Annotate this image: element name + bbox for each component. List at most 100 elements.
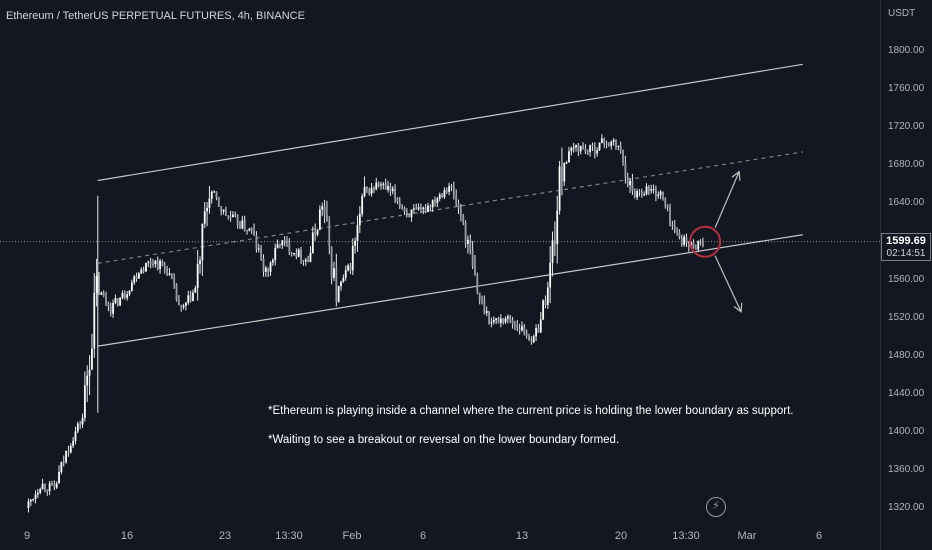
price-tick: 1760.00 xyxy=(888,83,925,95)
candle-body xyxy=(241,220,244,229)
candle-body xyxy=(469,239,472,251)
candle-body xyxy=(431,200,434,208)
candle-body xyxy=(62,461,65,463)
candle-body xyxy=(269,262,272,272)
candle-body xyxy=(187,295,190,303)
candle-body xyxy=(173,278,176,284)
candle-body xyxy=(107,302,110,307)
candle-body xyxy=(34,494,37,499)
candle-body xyxy=(572,147,575,149)
candle-body xyxy=(570,147,573,152)
candle-body xyxy=(189,295,192,302)
candle-body xyxy=(255,235,258,249)
candle-body xyxy=(556,210,559,245)
candle-body xyxy=(391,188,394,192)
candle-body xyxy=(401,206,404,208)
candle-body xyxy=(286,241,288,244)
candle-body xyxy=(568,151,570,163)
candle-body xyxy=(640,191,643,195)
candle-body xyxy=(434,200,436,203)
candle-body xyxy=(213,191,216,193)
candle-body xyxy=(109,306,112,314)
candle-body xyxy=(74,431,77,441)
candle-body xyxy=(39,489,42,493)
candle-body xyxy=(443,190,446,198)
candle-body xyxy=(424,207,427,212)
candle-body xyxy=(377,182,380,186)
candle-body xyxy=(530,340,533,343)
candle-body xyxy=(652,188,655,190)
candle-body xyxy=(633,190,636,198)
candle-body xyxy=(222,209,225,212)
candle-body xyxy=(220,206,223,212)
price-tick: 1440.00 xyxy=(888,387,925,399)
time-axis[interactable]: 9 16 23 13:30 Feb 6 13 20 13:30 Mar 6 xyxy=(24,530,822,542)
candle-body xyxy=(46,489,49,492)
candle-body xyxy=(274,247,277,261)
symbol-title[interactable]: Ethereum / TetherUS PERPETUAL FUTURES, 4… xyxy=(6,10,305,22)
candle-body xyxy=(694,248,697,250)
candle-body xyxy=(130,282,133,291)
candle-body xyxy=(467,239,469,245)
candle-body xyxy=(575,144,577,148)
candle-body xyxy=(436,198,439,203)
candle-body xyxy=(316,229,319,235)
candle-body xyxy=(361,196,364,214)
candle-body xyxy=(236,215,239,226)
candle-body xyxy=(60,461,63,472)
candle-body xyxy=(596,150,599,154)
candle-body xyxy=(206,207,208,212)
candle-body xyxy=(192,292,194,302)
candle-body xyxy=(521,326,523,331)
breakout-arrow-head xyxy=(731,170,741,181)
price-tick: 1720.00 xyxy=(888,121,925,133)
candle-body xyxy=(394,188,396,199)
lightning-icon[interactable]: ⚡ xyxy=(706,497,726,517)
candle-body xyxy=(415,208,418,210)
candle-body xyxy=(135,276,138,279)
candle-body xyxy=(32,498,35,500)
candle-body xyxy=(199,260,201,264)
candle-body xyxy=(93,292,96,349)
candle-body xyxy=(450,185,453,188)
candle-body xyxy=(612,139,615,142)
candle-body xyxy=(398,201,401,207)
candle-body xyxy=(128,290,131,295)
candle-body xyxy=(83,385,86,418)
time-tick: 13:30 xyxy=(275,530,303,542)
price-tick: 1520.00 xyxy=(888,311,925,323)
candle-body xyxy=(514,324,516,326)
price-axis[interactable] xyxy=(880,0,932,550)
candle-body xyxy=(497,318,500,324)
candle-body xyxy=(102,292,105,297)
candle-body xyxy=(318,209,321,230)
candle-body xyxy=(159,260,161,269)
candle-body xyxy=(650,189,653,191)
candle-body xyxy=(546,287,549,305)
candle-body xyxy=(262,258,265,272)
candle-body xyxy=(44,483,46,490)
candle-body xyxy=(591,145,594,147)
candle-body xyxy=(321,206,324,210)
time-tick: 6 xyxy=(816,530,822,542)
candle-body xyxy=(506,316,509,319)
candle-body xyxy=(271,260,274,263)
candles-group xyxy=(27,134,704,513)
candle-body xyxy=(185,302,187,306)
candle-body xyxy=(539,319,542,333)
candle-body xyxy=(156,260,159,269)
candle-body xyxy=(412,208,415,210)
candle-body xyxy=(445,190,448,192)
candle-body xyxy=(438,194,441,199)
candle-body xyxy=(495,318,498,321)
candle-body xyxy=(459,208,462,217)
candle-body xyxy=(683,236,686,245)
candle-body xyxy=(105,296,107,303)
candle-body xyxy=(140,269,143,274)
candle-body xyxy=(304,259,307,262)
candle-body xyxy=(626,176,629,186)
candle-body xyxy=(666,205,669,208)
candle-body xyxy=(483,300,486,314)
